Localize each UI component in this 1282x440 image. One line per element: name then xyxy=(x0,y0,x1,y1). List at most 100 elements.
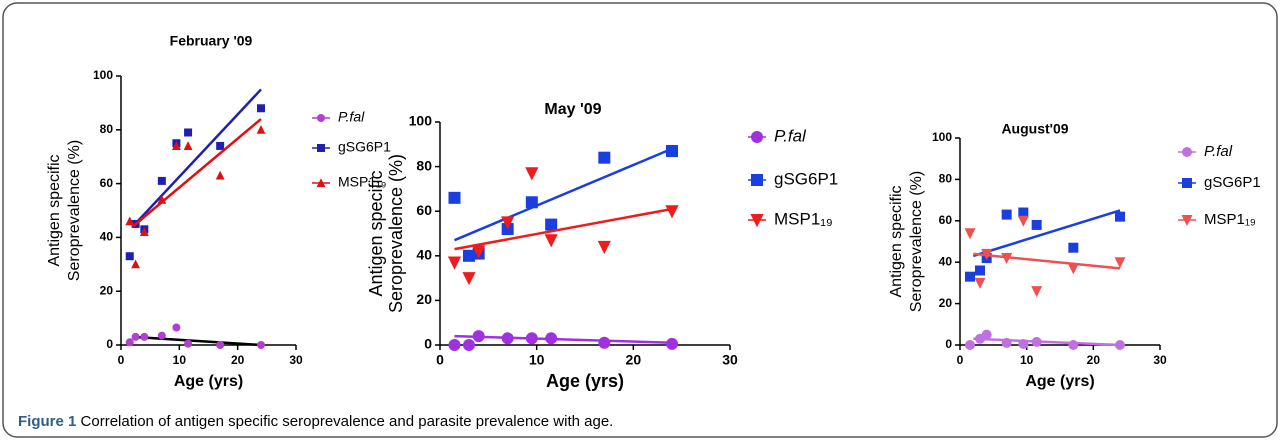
point xyxy=(215,170,225,180)
point xyxy=(131,332,140,341)
chart-title: May '09 xyxy=(544,101,601,118)
point xyxy=(184,128,193,137)
point xyxy=(1018,207,1029,218)
legend-label: MSP1₁₉ xyxy=(774,209,833,228)
legend-marker xyxy=(317,114,325,122)
point xyxy=(1068,340,1079,350)
point xyxy=(1114,257,1126,269)
legend-marker xyxy=(317,144,325,152)
fit-line xyxy=(973,252,1121,270)
x-tick-label: 20 xyxy=(231,353,245,367)
point xyxy=(216,141,225,150)
point xyxy=(981,248,993,260)
x-tick-label: 20 xyxy=(1087,353,1101,367)
point xyxy=(965,271,975,282)
caption-text: Correlation of antigen specific seroprev… xyxy=(81,413,614,430)
point xyxy=(1031,286,1043,298)
x-axis-label: Age (yrs) xyxy=(1025,373,1094,390)
point xyxy=(447,256,462,270)
y-tick-label: 100 xyxy=(409,113,433,129)
fit-line xyxy=(454,147,673,242)
fit-line xyxy=(454,334,673,345)
x-tick-label: 30 xyxy=(1153,353,1167,367)
x-tick-label: 10 xyxy=(173,353,187,367)
x-tick-label: 30 xyxy=(289,353,303,367)
y-tick-label: 60 xyxy=(416,202,432,218)
y-axis-label: Antigen specific xyxy=(366,170,386,296)
y-tick-label: 20 xyxy=(100,283,114,297)
x-tick-label: 20 xyxy=(626,352,642,368)
y-tick-label: 80 xyxy=(416,157,432,173)
y-axis-label: Seroprevalence (%) xyxy=(386,154,406,313)
legend-marker xyxy=(1182,178,1192,188)
point xyxy=(598,336,611,349)
point xyxy=(448,191,461,204)
caption-label: Figure 1 xyxy=(18,413,76,430)
point xyxy=(184,339,193,348)
point xyxy=(448,339,461,351)
point xyxy=(965,340,975,350)
point xyxy=(525,196,538,209)
x-tick-label: 0 xyxy=(957,353,964,367)
point xyxy=(157,331,166,340)
point xyxy=(125,338,134,347)
point xyxy=(139,227,149,237)
fit-line xyxy=(972,209,1121,258)
legend-label: gSG6P1 xyxy=(338,139,391,155)
point xyxy=(1001,209,1012,220)
y-tick-label: 40 xyxy=(100,230,114,244)
x-tick-label: 30 xyxy=(722,352,738,368)
point xyxy=(975,265,985,276)
point xyxy=(1115,340,1125,350)
point xyxy=(1068,242,1079,253)
point xyxy=(666,337,678,350)
point xyxy=(544,234,558,248)
x-tick-label: 0 xyxy=(118,353,125,367)
fit-line xyxy=(131,88,262,228)
y-tick-label: 80 xyxy=(100,122,114,136)
y-axis-label: Seroprevalence (%) xyxy=(908,171,925,312)
point xyxy=(525,332,538,345)
chart-title: February '09 xyxy=(170,33,253,49)
point xyxy=(172,323,181,332)
point xyxy=(1067,263,1079,275)
y-tick-label: 80 xyxy=(939,172,953,186)
y-axis-label: Seroprevalence (%) xyxy=(66,140,83,281)
point xyxy=(216,341,225,349)
point xyxy=(1115,211,1125,222)
legend-marker xyxy=(751,131,763,143)
point xyxy=(472,330,485,343)
point xyxy=(183,141,193,150)
point xyxy=(463,249,475,262)
point xyxy=(256,125,266,134)
y-tick-label: 100 xyxy=(93,68,113,82)
point xyxy=(172,141,181,150)
y-tick-label: 20 xyxy=(416,291,432,307)
point xyxy=(462,272,476,286)
fit-line xyxy=(973,337,1121,347)
point xyxy=(472,245,486,259)
x-tick-label: 10 xyxy=(529,352,545,368)
point xyxy=(1031,219,1042,230)
point xyxy=(157,176,166,185)
legend-marker xyxy=(751,174,763,186)
point xyxy=(131,259,140,269)
legend-marker xyxy=(316,178,326,187)
legend-marker xyxy=(1181,215,1193,226)
point xyxy=(501,216,515,230)
y-tick-label: 40 xyxy=(416,247,432,263)
y-tick-label: 0 xyxy=(945,337,952,351)
legend-label: MSP1₁₉ xyxy=(338,174,386,190)
point xyxy=(545,332,558,345)
point xyxy=(665,205,679,219)
chart-title: August'09 xyxy=(1001,121,1068,137)
x-tick-label: 10 xyxy=(1020,353,1034,367)
legend-marker xyxy=(750,214,764,228)
caption: Figure 1 Correlation of antigen specific… xyxy=(18,413,613,430)
point xyxy=(598,151,611,164)
point xyxy=(981,329,992,340)
x-axis-label: Age (yrs) xyxy=(546,371,624,391)
y-tick-label: 60 xyxy=(100,176,114,190)
